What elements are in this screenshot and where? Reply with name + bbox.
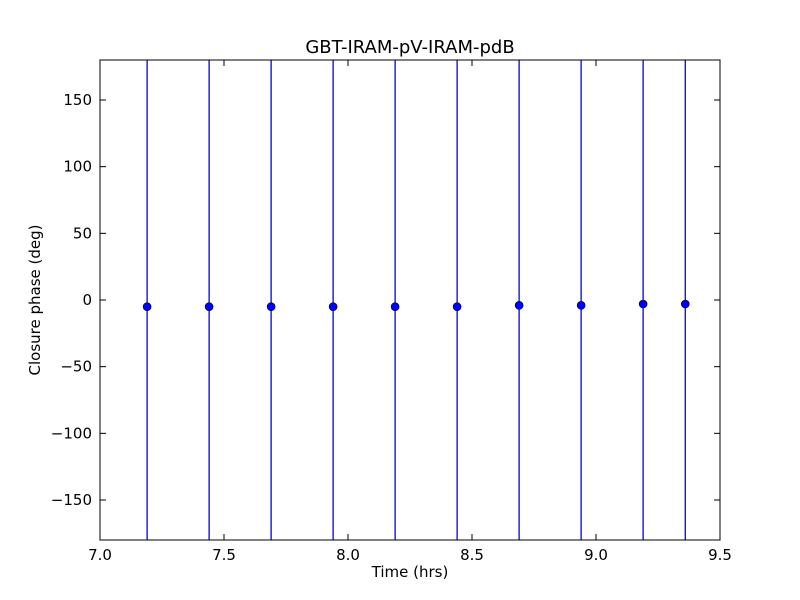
data-point — [328, 302, 338, 311]
y-tick-label: 50 — [73, 224, 92, 242]
plot-area: 7.0 7.5 8.0 8.5 9.0 9.5 −150 −100 −50 0 50 100 150 — [51, 59, 732, 564]
y-tick-label: −150 — [51, 491, 92, 509]
x-tick-label: 7.0 — [88, 546, 112, 564]
x-axis-label: Time (hrs) — [371, 563, 449, 581]
chart-title: GBT-IRAM-pV-IRAM-pdB — [305, 37, 514, 58]
data-point — [266, 302, 276, 311]
data-point — [204, 302, 214, 311]
x-tick-label: 7.5 — [212, 546, 236, 564]
y-tick-label: 0 — [82, 291, 92, 309]
x-tick-label: 8.0 — [336, 546, 360, 564]
data-point — [638, 299, 648, 309]
data-point — [514, 301, 524, 310]
y-tick-label: 150 — [63, 91, 92, 109]
x-tick-label: 8.5 — [460, 546, 484, 564]
plot-frame — [99, 59, 721, 541]
data-point — [142, 302, 152, 311]
y-tick-label: 100 — [63, 158, 92, 176]
y-tick-label: −100 — [51, 424, 92, 442]
data-point — [452, 302, 462, 311]
data-point — [576, 301, 586, 310]
y-tick-label: −50 — [60, 358, 92, 376]
data-point — [390, 302, 400, 311]
x-tick-label: 9.0 — [584, 546, 608, 564]
data-point — [680, 299, 690, 309]
x-tick-label: 9.5 — [708, 546, 732, 564]
y-axis-label: Closure phase (deg) — [26, 225, 44, 376]
